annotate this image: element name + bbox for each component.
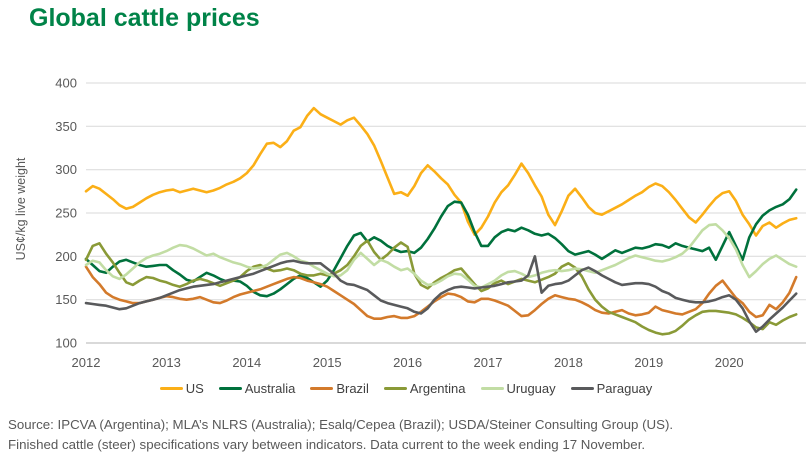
- source-note-line1: Source: IPCVA (Argentina); MLA’s NLRS (A…: [8, 417, 674, 432]
- x-tick-label: 2020: [715, 355, 744, 370]
- y-tick-label: 350: [55, 119, 77, 134]
- x-tick-label: 2015: [313, 355, 342, 370]
- series-line-brazil: [84, 265, 798, 321]
- x-tick-label: 2014: [232, 355, 261, 370]
- x-tick-label: 2016: [393, 355, 422, 370]
- legend-label-brazil: Brazil: [336, 380, 369, 396]
- x-tick-label: 2017: [474, 355, 503, 370]
- legend-swatch-paraguay: [570, 386, 594, 390]
- legend-label-uruguay: Uruguay: [506, 380, 556, 396]
- x-tick-label: 2019: [634, 355, 663, 370]
- legend-item-brazil: Brazil: [310, 381, 369, 396]
- line-chart-plot-area: 100 150 200 250 300 350 400 2012 2013 2014 2015 201…: [55, 76, 806, 370]
- legend-label-australia: Australia: [244, 380, 296, 396]
- legend-swatch-uruguay: [480, 386, 504, 390]
- y-tick-label: 100: [55, 336, 77, 351]
- y-tick-label: 250: [55, 206, 77, 221]
- source-note: Source: IPCVA (Argentina); MLA’s NLRS (A…: [8, 415, 808, 455]
- legend-label-us: US: [185, 380, 204, 396]
- legend-label-paraguay: Paraguay: [596, 380, 653, 396]
- legend-item-argentina: Argentina: [383, 380, 466, 396]
- source-note-line2: Finished cattle (steer) specifications v…: [8, 437, 646, 452]
- y-tick-label: 200: [55, 249, 77, 264]
- series-line-argentina: [84, 239, 798, 336]
- y-tick-label: 150: [55, 292, 77, 307]
- x-tick-label: 2013: [152, 355, 181, 370]
- series-line-us: [84, 106, 798, 237]
- legend-swatch-australia: [218, 386, 242, 390]
- series-line-paraguay: [84, 254, 798, 334]
- legend-label-argentina: Argentina: [409, 380, 466, 396]
- y-tick-label: 300: [55, 162, 77, 177]
- series-line-uruguay: [84, 223, 798, 289]
- legend-swatch-us: [159, 386, 183, 390]
- chart-legend: US Australia Brazil Argentina Uruguay Paragua…: [0, 377, 812, 399]
- x-tick-label: 2018: [554, 355, 583, 370]
- legend-item-us: US: [159, 380, 204, 396]
- x-tick-label: 2012: [72, 355, 101, 370]
- legend-swatch-brazil: [310, 386, 334, 390]
- legend-swatch-argentina: [383, 386, 407, 390]
- page-title: Global cattle prices: [29, 4, 260, 32]
- series-line-australia: [84, 188, 798, 298]
- legend-item-uruguay: Uruguay: [480, 380, 556, 396]
- legend-item-australia: Australia: [218, 380, 296, 396]
- legend-item-paraguay: Paraguay: [570, 380, 653, 396]
- y-tick-label: 400: [55, 76, 77, 91]
